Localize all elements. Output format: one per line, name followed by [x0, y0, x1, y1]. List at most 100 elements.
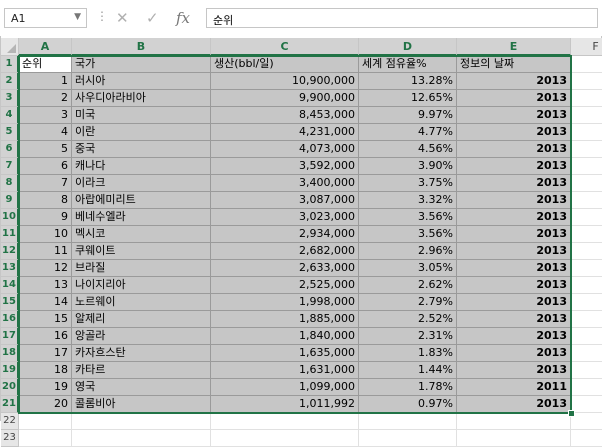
- cell-blank[interactable]: [571, 345, 602, 362]
- name-box[interactable]: A1 ▼: [4, 8, 87, 28]
- table-cell[interactable]: 2013: [457, 158, 571, 175]
- row-header-22[interactable]: 22: [1, 413, 19, 430]
- table-cell[interactable]: 2013: [457, 141, 571, 158]
- table-cell[interactable]: 멕시코: [72, 226, 211, 243]
- row-header-5[interactable]: 5: [1, 124, 19, 141]
- row-header-9[interactable]: 9: [1, 192, 19, 209]
- table-cell[interactable]: 2.79%: [359, 294, 457, 311]
- cell-blank[interactable]: [359, 413, 457, 430]
- cell-blank[interactable]: [571, 328, 602, 345]
- table-cell[interactable]: 20: [19, 396, 72, 413]
- table-cell[interactable]: 2013: [457, 328, 571, 345]
- chevron-down-icon[interactable]: ▼: [74, 12, 81, 22]
- header-cell-e[interactable]: 정보의 날짜: [457, 56, 571, 73]
- cell-blank[interactable]: [571, 294, 602, 311]
- column-header-f[interactable]: F: [571, 38, 602, 56]
- cell-blank[interactable]: [571, 90, 602, 107]
- row-header-4[interactable]: 4: [1, 107, 19, 124]
- row-header-12[interactable]: 12: [1, 243, 19, 260]
- column-header-a[interactable]: A: [19, 38, 72, 56]
- row-header-15[interactable]: 15: [1, 294, 19, 311]
- table-cell[interactable]: 2013: [457, 396, 571, 413]
- row-header-23[interactable]: 23: [1, 430, 19, 447]
- cell-blank[interactable]: [211, 430, 359, 447]
- table-cell[interactable]: 3,087,000: [211, 192, 359, 209]
- table-cell[interactable]: 러시아: [72, 73, 211, 90]
- table-cell[interactable]: 4.56%: [359, 141, 457, 158]
- row-header-19[interactable]: 19: [1, 362, 19, 379]
- table-cell[interactable]: 3,023,000: [211, 209, 359, 226]
- table-cell[interactable]: 1,635,000: [211, 345, 359, 362]
- table-cell[interactable]: 앙골라: [72, 328, 211, 345]
- table-cell[interactable]: 쿠웨이트: [72, 243, 211, 260]
- table-cell[interactable]: 2.31%: [359, 328, 457, 345]
- cell-blank[interactable]: [571, 56, 602, 73]
- table-cell[interactable]: 3.75%: [359, 175, 457, 192]
- table-cell[interactable]: 8: [19, 192, 72, 209]
- table-cell[interactable]: 1.83%: [359, 345, 457, 362]
- table-cell[interactable]: 1.78%: [359, 379, 457, 396]
- table-cell[interactable]: 9.97%: [359, 107, 457, 124]
- header-cell-a[interactable]: 순위: [19, 56, 72, 73]
- cell-blank[interactable]: [571, 396, 602, 413]
- table-cell[interactable]: 16: [19, 328, 72, 345]
- table-cell[interactable]: 1,011,992: [211, 396, 359, 413]
- row-header-18[interactable]: 18: [1, 345, 19, 362]
- table-cell[interactable]: 사우디아라비아: [72, 90, 211, 107]
- cell-blank[interactable]: [571, 243, 602, 260]
- cell-blank[interactable]: [571, 379, 602, 396]
- table-cell[interactable]: 이라크: [72, 175, 211, 192]
- row-header-20[interactable]: 20: [1, 379, 19, 396]
- cell-blank[interactable]: [72, 413, 211, 430]
- cell-blank[interactable]: [571, 141, 602, 158]
- cell-blank[interactable]: [571, 226, 602, 243]
- table-cell[interactable]: 17: [19, 345, 72, 362]
- table-cell[interactable]: 14: [19, 294, 72, 311]
- formula-input[interactable]: 순위: [206, 8, 598, 28]
- table-cell[interactable]: 2013: [457, 260, 571, 277]
- cell-blank[interactable]: [571, 107, 602, 124]
- table-cell[interactable]: 4,073,000: [211, 141, 359, 158]
- table-cell[interactable]: 4: [19, 124, 72, 141]
- table-cell[interactable]: 10: [19, 226, 72, 243]
- row-header-3[interactable]: 3: [1, 90, 19, 107]
- table-cell[interactable]: 11: [19, 243, 72, 260]
- cancel-icon[interactable]: ✕: [116, 9, 129, 27]
- table-cell[interactable]: 2.96%: [359, 243, 457, 260]
- table-cell[interactable]: 3.56%: [359, 226, 457, 243]
- table-cell[interactable]: 3: [19, 107, 72, 124]
- table-cell[interactable]: 1,840,000: [211, 328, 359, 345]
- row-header-17[interactable]: 17: [1, 328, 19, 345]
- table-cell[interactable]: 4.77%: [359, 124, 457, 141]
- cell-blank[interactable]: [457, 413, 571, 430]
- table-cell[interactable]: 2011: [457, 379, 571, 396]
- table-cell[interactable]: 2,633,000: [211, 260, 359, 277]
- table-cell[interactable]: 2013: [457, 192, 571, 209]
- cell-blank[interactable]: [571, 192, 602, 209]
- table-cell[interactable]: 2,682,000: [211, 243, 359, 260]
- vertical-dots-icon[interactable]: ⋮: [96, 9, 108, 23]
- table-cell[interactable]: 2013: [457, 73, 571, 90]
- table-cell[interactable]: 12.65%: [359, 90, 457, 107]
- table-cell[interactable]: 노르웨이: [72, 294, 211, 311]
- cell-blank[interactable]: [211, 413, 359, 430]
- row-header-1[interactable]: 1: [1, 56, 19, 73]
- table-cell[interactable]: 영국: [72, 379, 211, 396]
- row-header-2[interactable]: 2: [1, 73, 19, 90]
- table-cell[interactable]: 1,099,000: [211, 379, 359, 396]
- table-cell[interactable]: 1,998,000: [211, 294, 359, 311]
- column-header-e[interactable]: E: [457, 38, 571, 56]
- table-cell[interactable]: 15: [19, 311, 72, 328]
- table-cell[interactable]: 3,592,000: [211, 158, 359, 175]
- table-cell[interactable]: 카타르: [72, 362, 211, 379]
- checkmark-icon[interactable]: ✓: [146, 9, 159, 27]
- fx-icon[interactable]: fx: [176, 9, 191, 27]
- table-cell[interactable]: 4,231,000: [211, 124, 359, 141]
- table-cell[interactable]: 미국: [72, 107, 211, 124]
- table-cell[interactable]: 2013: [457, 226, 571, 243]
- table-cell[interactable]: 12: [19, 260, 72, 277]
- table-cell[interactable]: 2013: [457, 345, 571, 362]
- table-cell[interactable]: 0.97%: [359, 396, 457, 413]
- table-cell[interactable]: 7: [19, 175, 72, 192]
- cell-blank[interactable]: [359, 430, 457, 447]
